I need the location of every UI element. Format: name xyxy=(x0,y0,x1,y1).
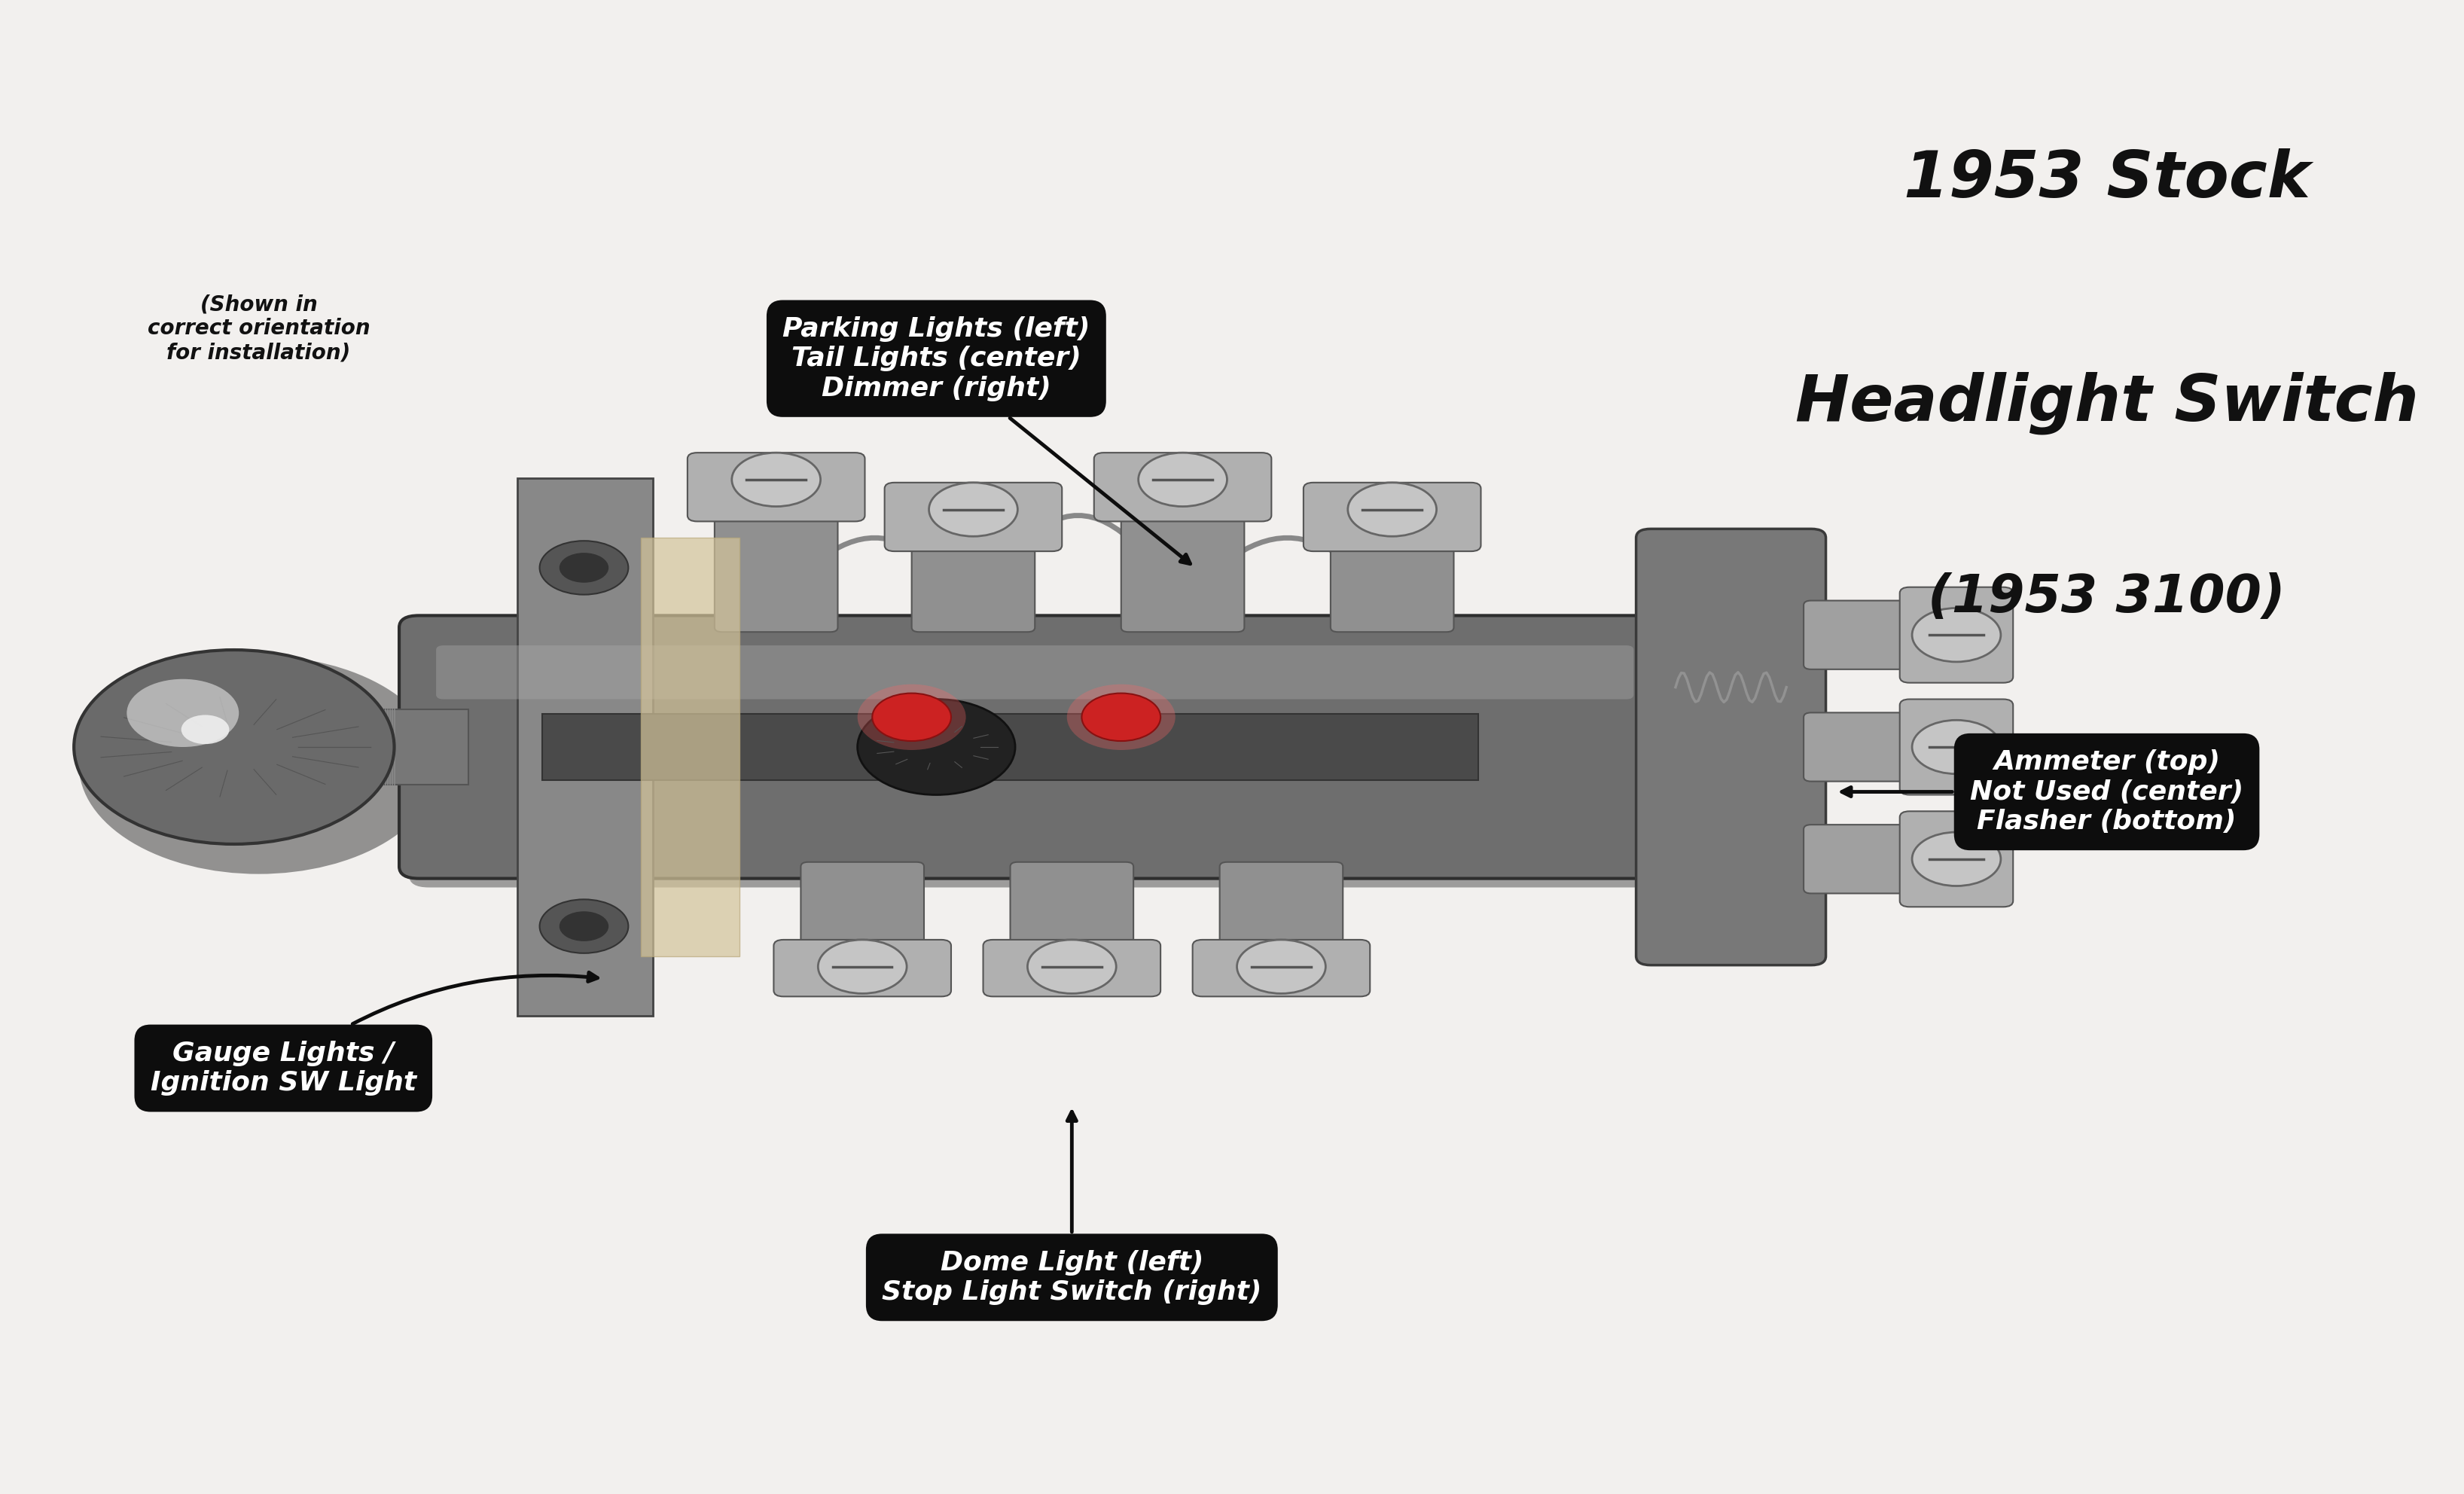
FancyBboxPatch shape xyxy=(1804,713,1929,781)
Circle shape xyxy=(1348,483,1437,536)
Circle shape xyxy=(857,684,966,750)
FancyBboxPatch shape xyxy=(1220,862,1343,953)
Circle shape xyxy=(1138,453,1227,506)
Circle shape xyxy=(1082,693,1161,741)
Bar xyxy=(1661,544,1821,962)
Circle shape xyxy=(126,678,239,747)
FancyBboxPatch shape xyxy=(1804,825,1929,893)
Circle shape xyxy=(74,650,394,844)
FancyBboxPatch shape xyxy=(715,496,838,632)
Circle shape xyxy=(872,693,951,741)
FancyBboxPatch shape xyxy=(912,526,1035,632)
Circle shape xyxy=(1067,684,1175,750)
FancyBboxPatch shape xyxy=(1121,496,1244,632)
Text: Dome Light (left)
Stop Light Switch (right): Dome Light (left) Stop Light Switch (rig… xyxy=(882,1112,1262,1304)
Bar xyxy=(641,538,739,956)
Bar xyxy=(517,478,653,1016)
Text: Parking Lights (left)
Tail Lights (center)
Dimmer (right): Parking Lights (left) Tail Lights (cente… xyxy=(784,317,1190,563)
FancyBboxPatch shape xyxy=(1900,811,2013,907)
FancyBboxPatch shape xyxy=(399,616,1671,878)
FancyBboxPatch shape xyxy=(1303,483,1481,551)
FancyBboxPatch shape xyxy=(1094,453,1271,521)
FancyBboxPatch shape xyxy=(1331,526,1454,632)
Text: Ammeter (top)
Not Used (center)
Flasher (bottom): Ammeter (top) Not Used (center) Flasher … xyxy=(1843,750,2242,834)
Circle shape xyxy=(1912,608,2001,662)
Circle shape xyxy=(929,483,1018,536)
FancyBboxPatch shape xyxy=(1900,587,2013,683)
Text: (Shown in
correct orientation
for installation): (Shown in correct orientation for instal… xyxy=(148,294,370,363)
FancyBboxPatch shape xyxy=(1010,862,1133,953)
Circle shape xyxy=(540,541,628,595)
FancyBboxPatch shape xyxy=(436,645,1634,699)
Text: 1953 Stock: 1953 Stock xyxy=(1902,148,2311,211)
FancyBboxPatch shape xyxy=(1193,940,1370,996)
FancyBboxPatch shape xyxy=(409,624,1680,887)
Text: (1953 3100): (1953 3100) xyxy=(1927,572,2287,623)
Bar xyxy=(542,714,1478,780)
Circle shape xyxy=(1912,720,2001,774)
Circle shape xyxy=(818,940,907,994)
Circle shape xyxy=(857,699,1015,795)
Text: Gauge Lights /
Ignition SW Light: Gauge Lights / Ignition SW Light xyxy=(150,973,599,1095)
FancyBboxPatch shape xyxy=(801,862,924,953)
Circle shape xyxy=(540,899,628,953)
Circle shape xyxy=(1027,940,1116,994)
FancyBboxPatch shape xyxy=(687,453,865,521)
FancyBboxPatch shape xyxy=(1636,529,1826,965)
Text: Headlight Switch: Headlight Switch xyxy=(1794,372,2420,435)
Circle shape xyxy=(732,453,821,506)
FancyBboxPatch shape xyxy=(1804,601,1929,669)
FancyBboxPatch shape xyxy=(983,940,1161,996)
FancyBboxPatch shape xyxy=(1900,699,2013,795)
Circle shape xyxy=(559,911,609,941)
FancyBboxPatch shape xyxy=(885,483,1062,551)
Bar xyxy=(362,710,468,784)
Circle shape xyxy=(182,716,229,744)
FancyBboxPatch shape xyxy=(774,940,951,996)
Circle shape xyxy=(1912,832,2001,886)
Circle shape xyxy=(1237,940,1326,994)
Circle shape xyxy=(79,656,439,874)
Circle shape xyxy=(559,553,609,583)
